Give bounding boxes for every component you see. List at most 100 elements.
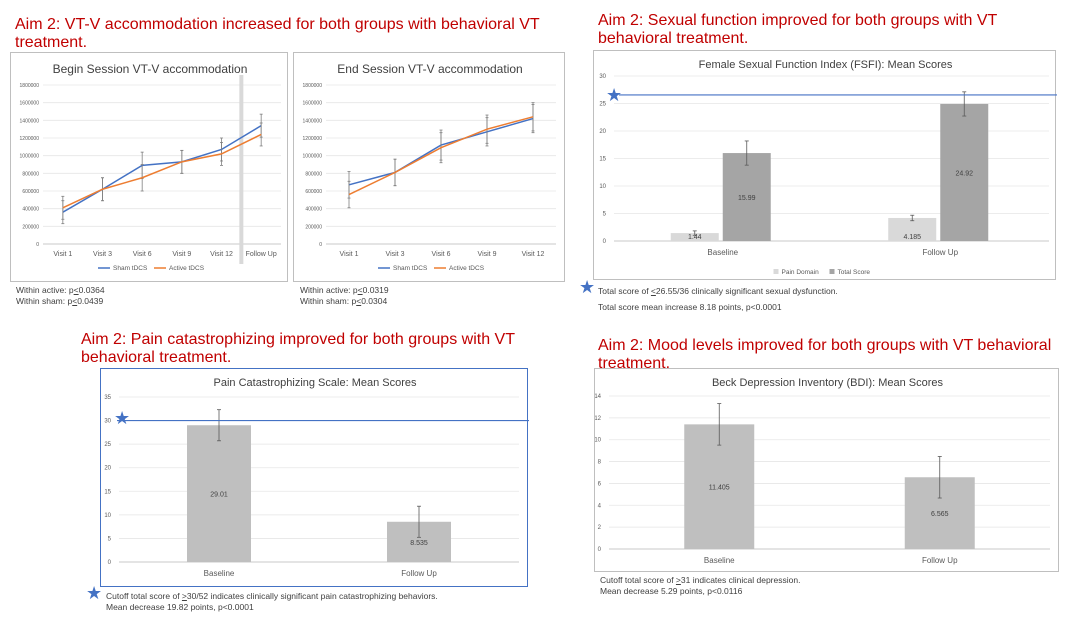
- fsfi-star-icon: ★: [606, 85, 623, 106]
- legend-swatch: [773, 269, 779, 274]
- y-tick-label: 25: [599, 102, 606, 108]
- x-tick-label: Follow Up: [922, 556, 958, 565]
- y-tick-label: 1000000: [20, 154, 40, 160]
- y-tick-label: 8: [598, 460, 602, 466]
- y-tick-label: 15: [104, 489, 111, 495]
- x-tick-label: Visit 6: [133, 251, 152, 258]
- bdi-chart-svg: Beck Depression Inventory (BDI): Mean Sc…: [595, 377, 1050, 565]
- x-tick-label: Follow Up: [922, 248, 958, 257]
- fsfi-chart: Female Sexual Function Index (FSFI): Mea…: [593, 50, 1057, 280]
- y-tick-label: 35: [104, 395, 111, 401]
- y-tick-label: 600000: [22, 189, 39, 195]
- x-tick-label: Visit 12: [210, 251, 233, 258]
- legend-label: Sham tDCS: [113, 265, 148, 272]
- fsfi-note-star-icon: ★: [579, 277, 596, 298]
- bar: [187, 425, 251, 562]
- chart-title: Begin Session VT-V accommodation: [53, 62, 248, 76]
- y-tick-label: 14: [595, 394, 602, 400]
- bar: [940, 103, 989, 241]
- series-line-active: [62, 133, 262, 209]
- bar: [722, 153, 771, 241]
- bar: [888, 217, 937, 241]
- x-tick-label: Visit 9: [172, 251, 191, 258]
- fsfi-notes: Total score of <26.55/36 clinically sign…: [598, 286, 838, 313]
- y-tick-label: 1400000: [20, 118, 40, 124]
- y-tick-label: 1400000: [303, 118, 323, 124]
- data-label: 15.99: [738, 195, 756, 202]
- y-tick-label: 200000: [305, 224, 322, 230]
- note-line: Total score mean increase 8.18 points, p…: [598, 302, 782, 312]
- note-line: Total score of <26.55/36 clinically sign…: [598, 286, 838, 296]
- y-tick-label: 10: [104, 513, 111, 519]
- note-line: Cutoff total score of >30/52 indicates c…: [106, 591, 438, 601]
- y-tick-label: 5: [108, 536, 112, 542]
- y-tick-label: 0: [108, 560, 112, 566]
- chart-title: End Session VT-V accommodation: [337, 62, 522, 76]
- y-tick-label: 400000: [22, 207, 39, 213]
- x-tick-label: Baseline: [204, 569, 235, 578]
- follow-up-separator: [239, 75, 244, 264]
- y-tick-label: 0: [598, 547, 602, 553]
- y-tick-label: 1200000: [303, 136, 323, 142]
- chart-title: Beck Depression Inventory (BDI): Mean Sc…: [712, 377, 944, 389]
- y-tick-label: 1800000: [303, 83, 323, 89]
- stat-line: Within active: p<0.0364: [16, 285, 105, 295]
- data-label: 1.44: [688, 234, 702, 241]
- note-line: Mean decrease 5.29 points, p<0.0116: [600, 586, 743, 596]
- legend-swatch: [829, 269, 835, 274]
- data-label: 29.01: [210, 492, 228, 499]
- legend-label: Total Score: [838, 269, 871, 276]
- y-tick-label: 1800000: [20, 83, 40, 89]
- x-tick-label: Follow Up: [246, 251, 277, 258]
- x-tick-label: Visit 1: [340, 251, 359, 258]
- y-tick-label: 20: [599, 129, 606, 135]
- begin-session-chart: Begin Session VT-V accommodation 0 200000 4…: [10, 52, 288, 282]
- data-label: 6.565: [931, 511, 949, 518]
- pcs-notes: Cutoff total score of >30/52 indicates c…: [106, 591, 438, 613]
- y-tick-label: 10: [595, 438, 602, 444]
- x-tick-label: Visit 3: [93, 251, 112, 258]
- x-tick-label: Follow Up: [401, 569, 437, 578]
- legend-label: Pain Domain: [782, 269, 820, 276]
- x-tick-label: Baseline: [704, 556, 735, 565]
- legend-label: Sham tDCS: [393, 265, 428, 272]
- end-session-chart-svg: End Session VT-V accommodation 0 200000 400…: [303, 62, 556, 272]
- y-tick-label: 0: [36, 242, 39, 248]
- x-tick-label: Baseline: [707, 248, 738, 257]
- end-session-stats: Within active: p<0.0319 Within sham: p<0…: [300, 285, 389, 307]
- y-tick-label: 30: [599, 74, 606, 80]
- y-tick-label: 15: [599, 157, 606, 163]
- begin-session-stats: Within active: p<0.0364 Within sham: p<0…: [16, 285, 105, 307]
- chart-title: Female Sexual Function Index (FSFI): Mea…: [699, 59, 953, 71]
- stat-line: Within sham: p<0.0304: [300, 296, 388, 306]
- y-tick-label: 20: [104, 466, 111, 472]
- legend-label: Active tDCS: [449, 265, 485, 272]
- fsfi-chart-svg: Female Sexual Function Index (FSFI): Mea…: [599, 59, 1057, 276]
- y-tick-label: 0: [319, 242, 322, 248]
- y-tick-label: 2: [598, 525, 602, 531]
- vtv-heading: Aim 2: VT-V accommodation increased for …: [15, 16, 540, 51]
- note-line: Cutoff total score of >31 indicates clin…: [600, 575, 801, 585]
- y-tick-label: 1600000: [303, 101, 323, 107]
- y-tick-label: 1600000: [20, 101, 40, 107]
- y-tick-label: 200000: [22, 224, 39, 230]
- data-label: 8.535: [410, 540, 428, 547]
- end-session-chart: End Session VT-V accommodation 0 200000 400…: [293, 52, 565, 282]
- data-label: 11.405: [709, 485, 730, 492]
- chart-title: Pain Catastrophizing Scale: Mean Scores: [214, 377, 417, 389]
- y-tick-label: 30: [104, 419, 111, 425]
- x-tick-label: Visit 1: [53, 251, 72, 258]
- y-tick-label: 5: [603, 212, 607, 218]
- y-tick-label: 10: [599, 184, 606, 190]
- y-tick-label: 12: [595, 416, 602, 422]
- x-tick-label: Visit 9: [478, 251, 497, 258]
- pcs-chart: Pain Catastrophizing Scale: Mean Scores 0…: [100, 368, 529, 587]
- legend-label: Active tDCS: [169, 265, 205, 272]
- y-tick-label: 6: [598, 481, 602, 487]
- series-line-sham: [62, 124, 262, 213]
- pcs-heading: Aim 2: Pain catastrophizing improved for…: [81, 331, 515, 366]
- y-tick-label: 800000: [22, 171, 39, 177]
- begin-session-chart-svg: Begin Session VT-V accommodation 0 200000 4…: [20, 62, 281, 272]
- pcs-star-icon: ★: [114, 408, 131, 429]
- y-tick-label: 0: [603, 239, 607, 245]
